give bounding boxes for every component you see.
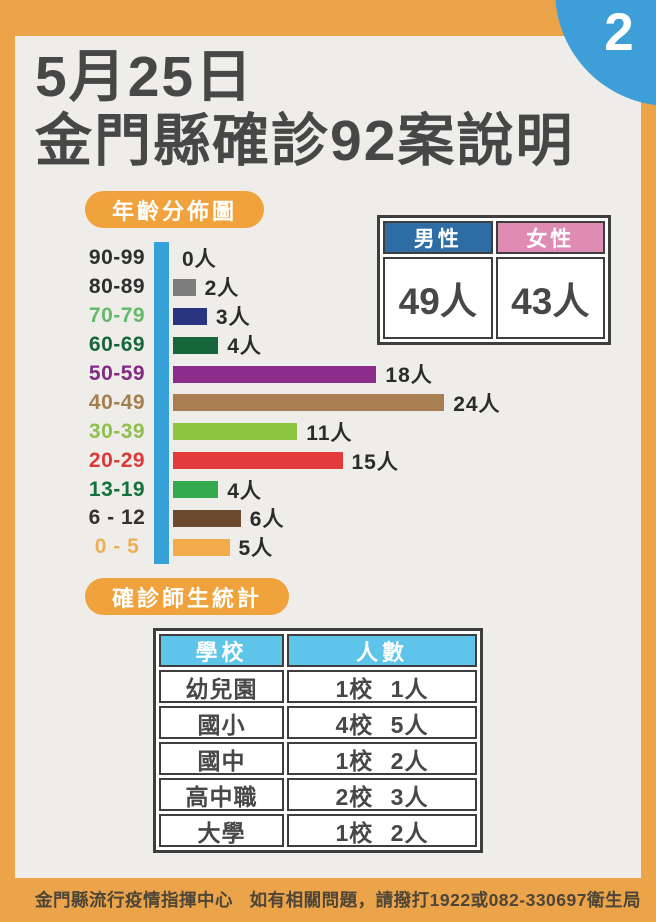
chart-row: 50-59 18人: [85, 360, 630, 389]
chart-row: 60-69 4人: [85, 331, 630, 360]
footer: 金門縣流行疫情指揮中心 如有相關問題，請撥打1922或082-330697衛生局: [0, 878, 656, 922]
value-label: 3人: [215, 306, 251, 330]
chart-row: 30-39 11人: [85, 417, 630, 446]
value-bar: [173, 394, 445, 412]
value-bar: [173, 509, 241, 527]
value-label: 2人: [204, 277, 240, 301]
chart-row: 40-49 24人: [85, 388, 630, 417]
value-bar: [173, 336, 219, 354]
section-label-age: 年齡分佈圖: [85, 191, 265, 228]
section-label-school-text: 確診師生統計: [112, 585, 263, 611]
age-group-label: 50-59: [88, 362, 146, 385]
gender-header-female: 女性: [495, 221, 605, 254]
value-bar: [173, 365, 377, 383]
value-label: 18人: [385, 364, 433, 388]
page-title-line1: 5月25日: [35, 45, 255, 109]
count-col-header: 人數: [287, 634, 477, 667]
value-label: 4人: [227, 335, 262, 359]
value-label: 4人: [227, 479, 262, 503]
school-name-cell: 國中: [159, 742, 284, 775]
age-group-label: 30-39: [88, 419, 146, 443]
chart-row: 20-29 15人: [85, 446, 630, 475]
school-count-cell: 4校 5人: [287, 706, 477, 739]
chart-axis-bar: [154, 242, 169, 564]
chart-row: 80-89 2人: [85, 273, 630, 302]
school-count-cell: 2校 3人: [287, 778, 477, 811]
value-bar: [173, 307, 207, 325]
value-bar: [173, 481, 219, 499]
school-name-cell: 大學: [159, 814, 284, 847]
gender-table: 男性 女性 49人 43人: [377, 215, 611, 345]
chart-row: 13-19 4人: [85, 475, 630, 504]
age-chart-rows: 90-99 0人 80-89 2人 70-79 3人 60-69 4人 50-59 18人 40-4…: [85, 244, 630, 562]
age-group-label: 90-99: [88, 246, 146, 270]
poster-background: 5月25日 金門縣確診92案說明 年齡分佈圖 90-99 0人 80-89 2人 70-…: [15, 36, 641, 878]
gender-header-male: 男性: [383, 221, 493, 254]
chart-row: 90-99 0人: [85, 244, 630, 273]
school-count-cell: 1校 1人: [287, 670, 477, 703]
section-label-school: 確診師生統計: [85, 578, 290, 615]
gender-header-male-label: 男性: [413, 227, 462, 251]
school-col-header: 學校: [159, 634, 284, 667]
value-label: 5人: [238, 537, 274, 561]
footer-contact: 如有相關問題，請撥打1922或082-330697衛生局: [249, 889, 641, 910]
school-count-cell: 1校 2人: [287, 814, 477, 847]
gender-count-male-value: 49人: [398, 281, 477, 322]
page-title: 5月25日 金門縣確診92案說明: [35, 45, 575, 174]
value-bar: [173, 278, 196, 296]
school-name-cell: 國小: [159, 706, 284, 739]
value-label: 0人: [182, 248, 217, 272]
school-count-cell: 1校 2人: [287, 742, 477, 775]
chart-row: 0 - 5 5人: [85, 533, 630, 562]
school-name-cell: 高中職: [159, 778, 284, 811]
section-label-age-text: 年齡分佈圖: [112, 198, 238, 224]
gender-header-female-label: 女性: [526, 227, 575, 251]
age-group-label: 20-29: [88, 448, 146, 472]
gender-count-female-value: 43人: [511, 281, 590, 322]
value-bar: [173, 423, 298, 441]
chart-row: 70-79 3人: [85, 302, 630, 331]
age-distribution-chart: 90-99 0人 80-89 2人 70-79 3人 60-69 4人 50-59 18人 40-4…: [85, 242, 630, 564]
footer-agency: 金門縣流行疫情指揮中心: [35, 889, 233, 910]
age-group-label: 6 - 12: [88, 506, 146, 530]
age-group-label: 0 - 5: [94, 535, 140, 559]
page-number-text: 2: [604, 3, 634, 62]
age-group-label: 60-69: [88, 333, 146, 357]
value-label: 15人: [351, 450, 399, 474]
school-table: 學校 人數 幼兒園 1校 1人 國小 4校 5人 國中 1校 2人 高中職 2校 3人 大學 1校 2…: [153, 628, 483, 853]
page-title-line2: 金門縣確診92案說明: [35, 108, 575, 173]
value-label: 24人: [453, 392, 501, 416]
value-bar: [173, 452, 343, 470]
gender-count-male: 49人: [383, 257, 493, 339]
gender-count-female: 43人: [495, 257, 605, 339]
value-bar: [173, 538, 230, 556]
age-group-label: 13-19: [88, 477, 146, 501]
chart-row: 6 - 12 6人: [85, 504, 630, 533]
school-name-cell: 幼兒園: [159, 670, 284, 703]
value-label: 11人: [306, 421, 353, 445]
age-group-label: 80-89: [88, 275, 146, 299]
age-group-label: 40-49: [88, 390, 146, 414]
age-group-label: 70-79: [88, 304, 146, 328]
value-label: 6人: [249, 508, 285, 532]
